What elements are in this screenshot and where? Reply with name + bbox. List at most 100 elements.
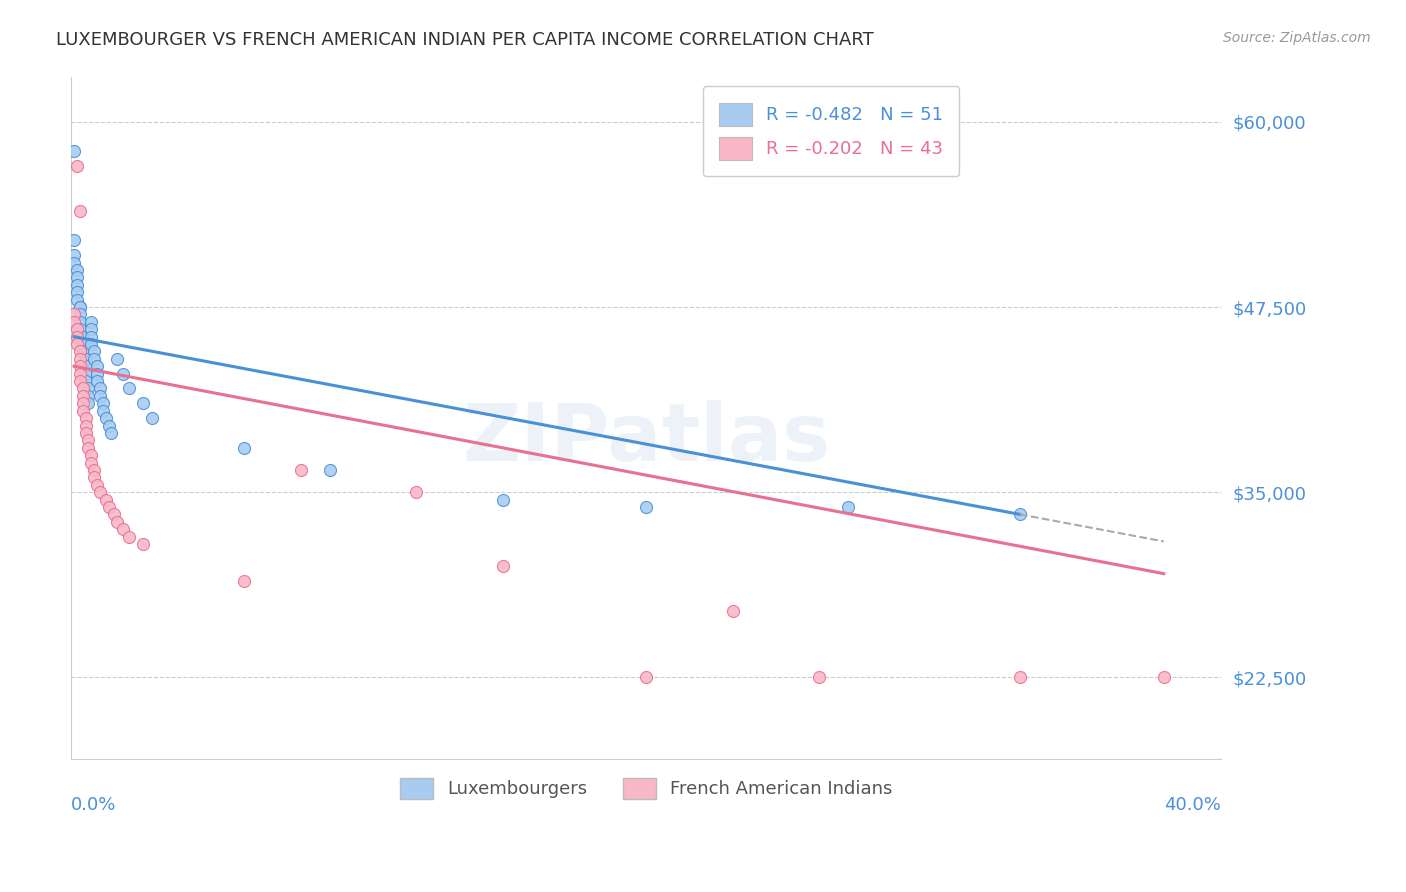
Point (807, 670, 830, 684)
Point (72, 382, 94, 396)
Point (69, 322, 91, 336)
Point (66, 322, 89, 336)
Point (1008, 670, 1031, 684)
Point (83, 470, 105, 484)
Point (77, 396, 100, 410)
Point (132, 537, 155, 551)
Point (66, 293, 89, 307)
Point (80, 315, 103, 329)
Point (75, 367, 97, 381)
Point (97, 418, 120, 433)
Point (69, 307, 91, 321)
Point (72, 337, 94, 351)
Point (63, 233, 86, 247)
Point (66, 337, 89, 351)
Point (69, 367, 91, 381)
Point (89, 389, 111, 403)
Point (77, 389, 100, 403)
Point (66, 285, 89, 300)
Point (69, 344, 91, 359)
Point (636, 670, 658, 684)
Point (77, 434, 100, 448)
Point (232, 574, 254, 588)
Point (75, 418, 97, 433)
Point (290, 463, 312, 477)
Point (75, 425, 97, 440)
Point (83, 463, 105, 477)
Legend: Luxembourgers, French American Indians: Luxembourgers, French American Indians (391, 769, 901, 807)
Point (100, 425, 122, 440)
Point (72, 329, 94, 343)
Point (69, 351, 91, 366)
Point (83, 351, 105, 366)
Point (232, 441, 254, 455)
Point (66, 270, 89, 285)
Point (80, 322, 103, 336)
Point (69, 374, 91, 388)
Point (86, 367, 108, 381)
Point (91, 396, 114, 410)
Point (63, 307, 86, 321)
Point (72, 389, 94, 403)
Point (66, 159, 89, 173)
Point (118, 382, 141, 396)
Point (66, 277, 89, 292)
Point (86, 374, 108, 388)
Point (75, 359, 97, 374)
Point (63, 255, 86, 269)
Point (111, 367, 134, 381)
Point (69, 359, 91, 374)
Point (97, 500, 120, 514)
Point (77, 382, 100, 396)
Point (86, 359, 108, 374)
Point (1153, 670, 1175, 684)
Point (75, 374, 97, 388)
Point (118, 530, 141, 544)
Point (69, 315, 91, 329)
Point (86, 477, 108, 491)
Text: Source: ZipAtlas.com: Source: ZipAtlas.com (1223, 31, 1371, 45)
Point (103, 508, 125, 522)
Point (837, 500, 859, 514)
Point (77, 441, 100, 455)
Point (319, 463, 342, 477)
Point (89, 485, 111, 500)
Point (63, 248, 86, 262)
Point (94, 411, 117, 425)
Point (80, 329, 103, 343)
Text: LUXEMBOURGER VS FRENCH AMERICAN INDIAN PER CAPITA INCOME CORRELATION CHART: LUXEMBOURGER VS FRENCH AMERICAN INDIAN P… (56, 31, 875, 49)
Point (66, 329, 89, 343)
Point (72, 403, 94, 417)
Point (105, 351, 128, 366)
Point (69, 300, 91, 314)
Text: 40.0%: 40.0% (1164, 797, 1222, 814)
Point (636, 500, 658, 514)
Point (80, 456, 103, 470)
Point (69, 203, 91, 218)
Point (75, 351, 97, 366)
Point (1008, 508, 1031, 522)
Point (72, 344, 94, 359)
Point (83, 344, 105, 359)
Point (111, 522, 134, 536)
Point (66, 263, 89, 277)
Point (69, 300, 91, 314)
Point (721, 604, 744, 618)
Point (94, 492, 117, 507)
Point (80, 337, 103, 351)
Point (63, 315, 86, 329)
Point (80, 448, 103, 462)
Point (405, 485, 427, 500)
Point (89, 382, 111, 396)
Point (63, 145, 86, 159)
Point (491, 492, 513, 507)
Point (72, 396, 94, 410)
Point (491, 559, 513, 574)
Point (75, 411, 97, 425)
Point (141, 411, 163, 425)
Text: 0.0%: 0.0% (72, 797, 117, 814)
Point (91, 403, 114, 417)
Point (132, 396, 155, 410)
Point (105, 515, 128, 529)
Text: ZIPatlas: ZIPatlas (463, 400, 831, 477)
